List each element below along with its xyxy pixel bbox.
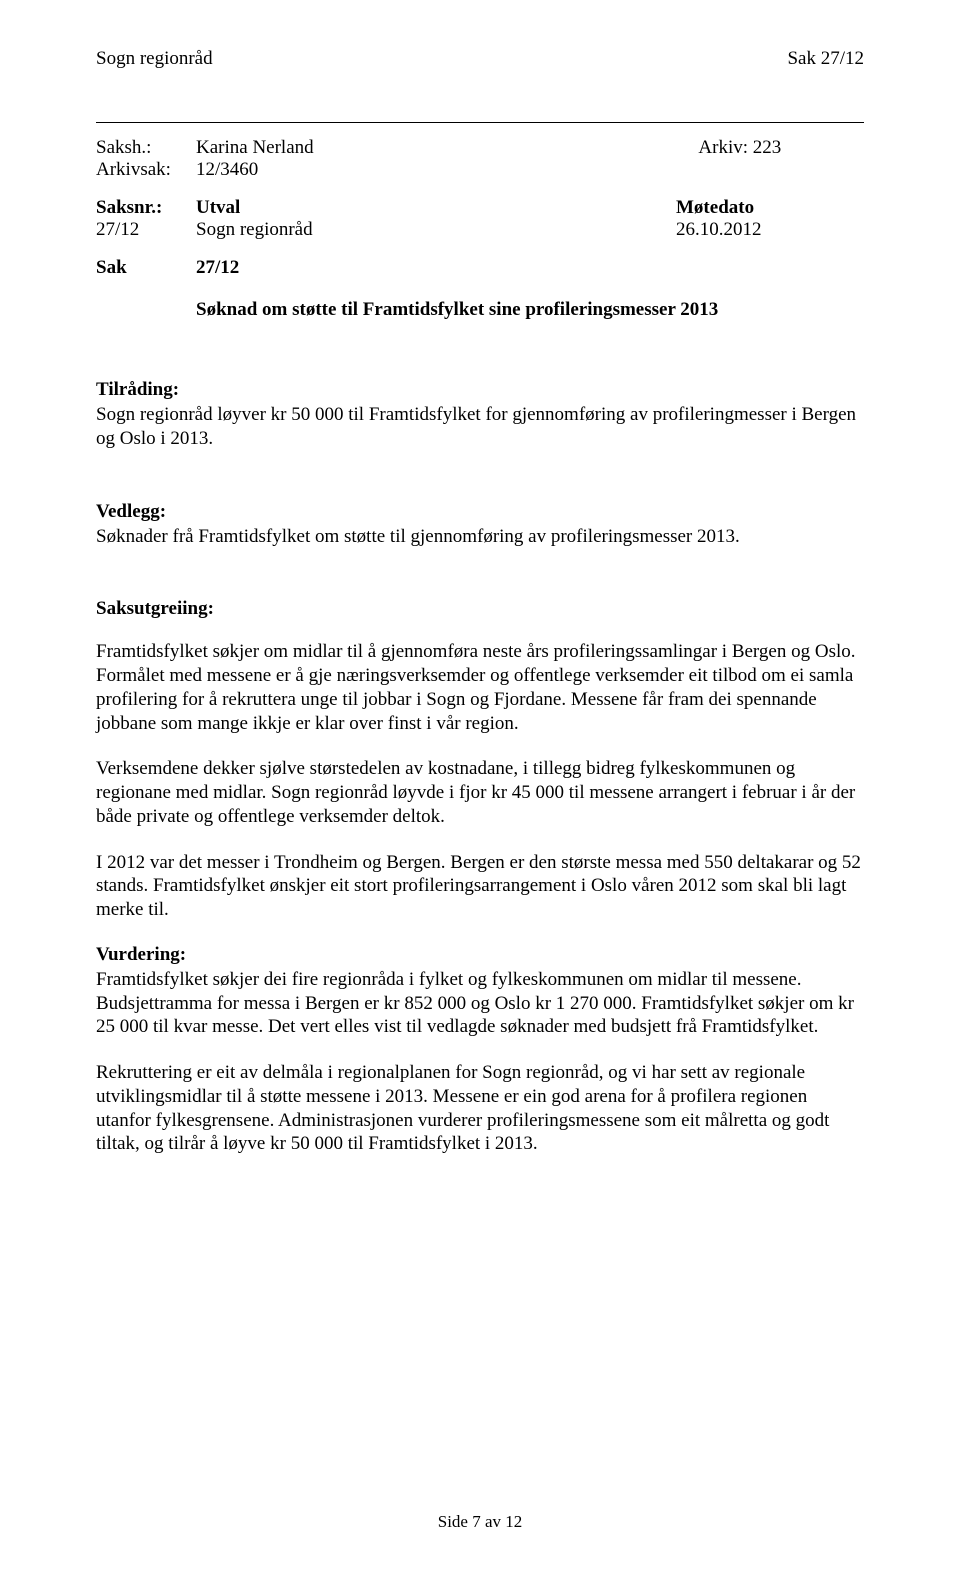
divider: [96, 122, 864, 123]
sak-num: 27/12: [196, 257, 239, 279]
arkivsak-value: 12/3460: [196, 159, 864, 181]
document-title: Søknad om støtte til Framtidsfylket sine…: [196, 299, 864, 321]
page-header: Sogn regionråd Sak 27/12: [96, 48, 864, 70]
page-footer: Side 7 av 12: [0, 1512, 960, 1532]
saksh-value: Karina Nerland Arkiv: 223: [196, 137, 864, 159]
saksnr-date: 26.10.2012: [676, 219, 762, 241]
sak-row: Sak 27/12: [96, 257, 864, 279]
vedlegg-text: Søknader frå Framtidsfylket om støtte ti…: [96, 525, 864, 549]
saksutgreiing-p2: Verksemdene dekker sjølve størstedelen a…: [96, 757, 864, 828]
tilrading-heading: Tilråding:: [96, 379, 864, 401]
saksnr-utval: Utval: [196, 197, 676, 219]
saksutgreiing-p1: Framtidsfylket søkjer om midlar til å gj…: [96, 640, 864, 735]
vurdering-p1: Framtidsfylket søkjer dei fire regionråd…: [96, 968, 864, 1039]
meta-row-saksh: Saksh.: Karina Nerland Arkiv: 223: [96, 137, 864, 159]
saksnr-header-row: Saksnr.: Utval Møtedato: [96, 197, 864, 219]
tilrading-text: Sogn regionråd løyver kr 50 000 til Fram…: [96, 403, 864, 451]
vurdering-heading: Vurdering:: [96, 944, 864, 966]
saksnr-num: 27/12: [96, 219, 196, 241]
sak-label: Sak: [96, 257, 196, 279]
vedlegg-heading: Vedlegg:: [96, 501, 864, 523]
saksnr-data-row: 27/12 Sogn regionråd 26.10.2012: [96, 219, 864, 241]
meta-table: Saksh.: Karina Nerland Arkiv: 223 Arkivs…: [96, 137, 864, 181]
saksh-label: Saksh.:: [96, 137, 196, 159]
header-left: Sogn regionråd: [96, 48, 213, 70]
arkivsak-label: Arkivsak:: [96, 159, 196, 181]
saksnr-label: Saksnr.:: [96, 197, 196, 219]
saksutgreiing-p3: I 2012 var det messer i Trondheim og Ber…: [96, 851, 864, 922]
meta-row-arkivsak: Arkivsak: 12/3460: [96, 159, 864, 181]
saksh-name: Karina Nerland: [196, 137, 314, 158]
saksutgreiing-heading: Saksutgreiing:: [96, 598, 864, 620]
saksnr-name: Sogn regionråd: [196, 219, 676, 241]
arkiv-label: Arkiv: 223: [698, 137, 781, 158]
vurdering-p2: Rekruttering er eit av delmåla i regiona…: [96, 1061, 864, 1156]
saksnr-motedato: Møtedato: [676, 197, 754, 219]
header-right: Sak 27/12: [787, 48, 864, 70]
